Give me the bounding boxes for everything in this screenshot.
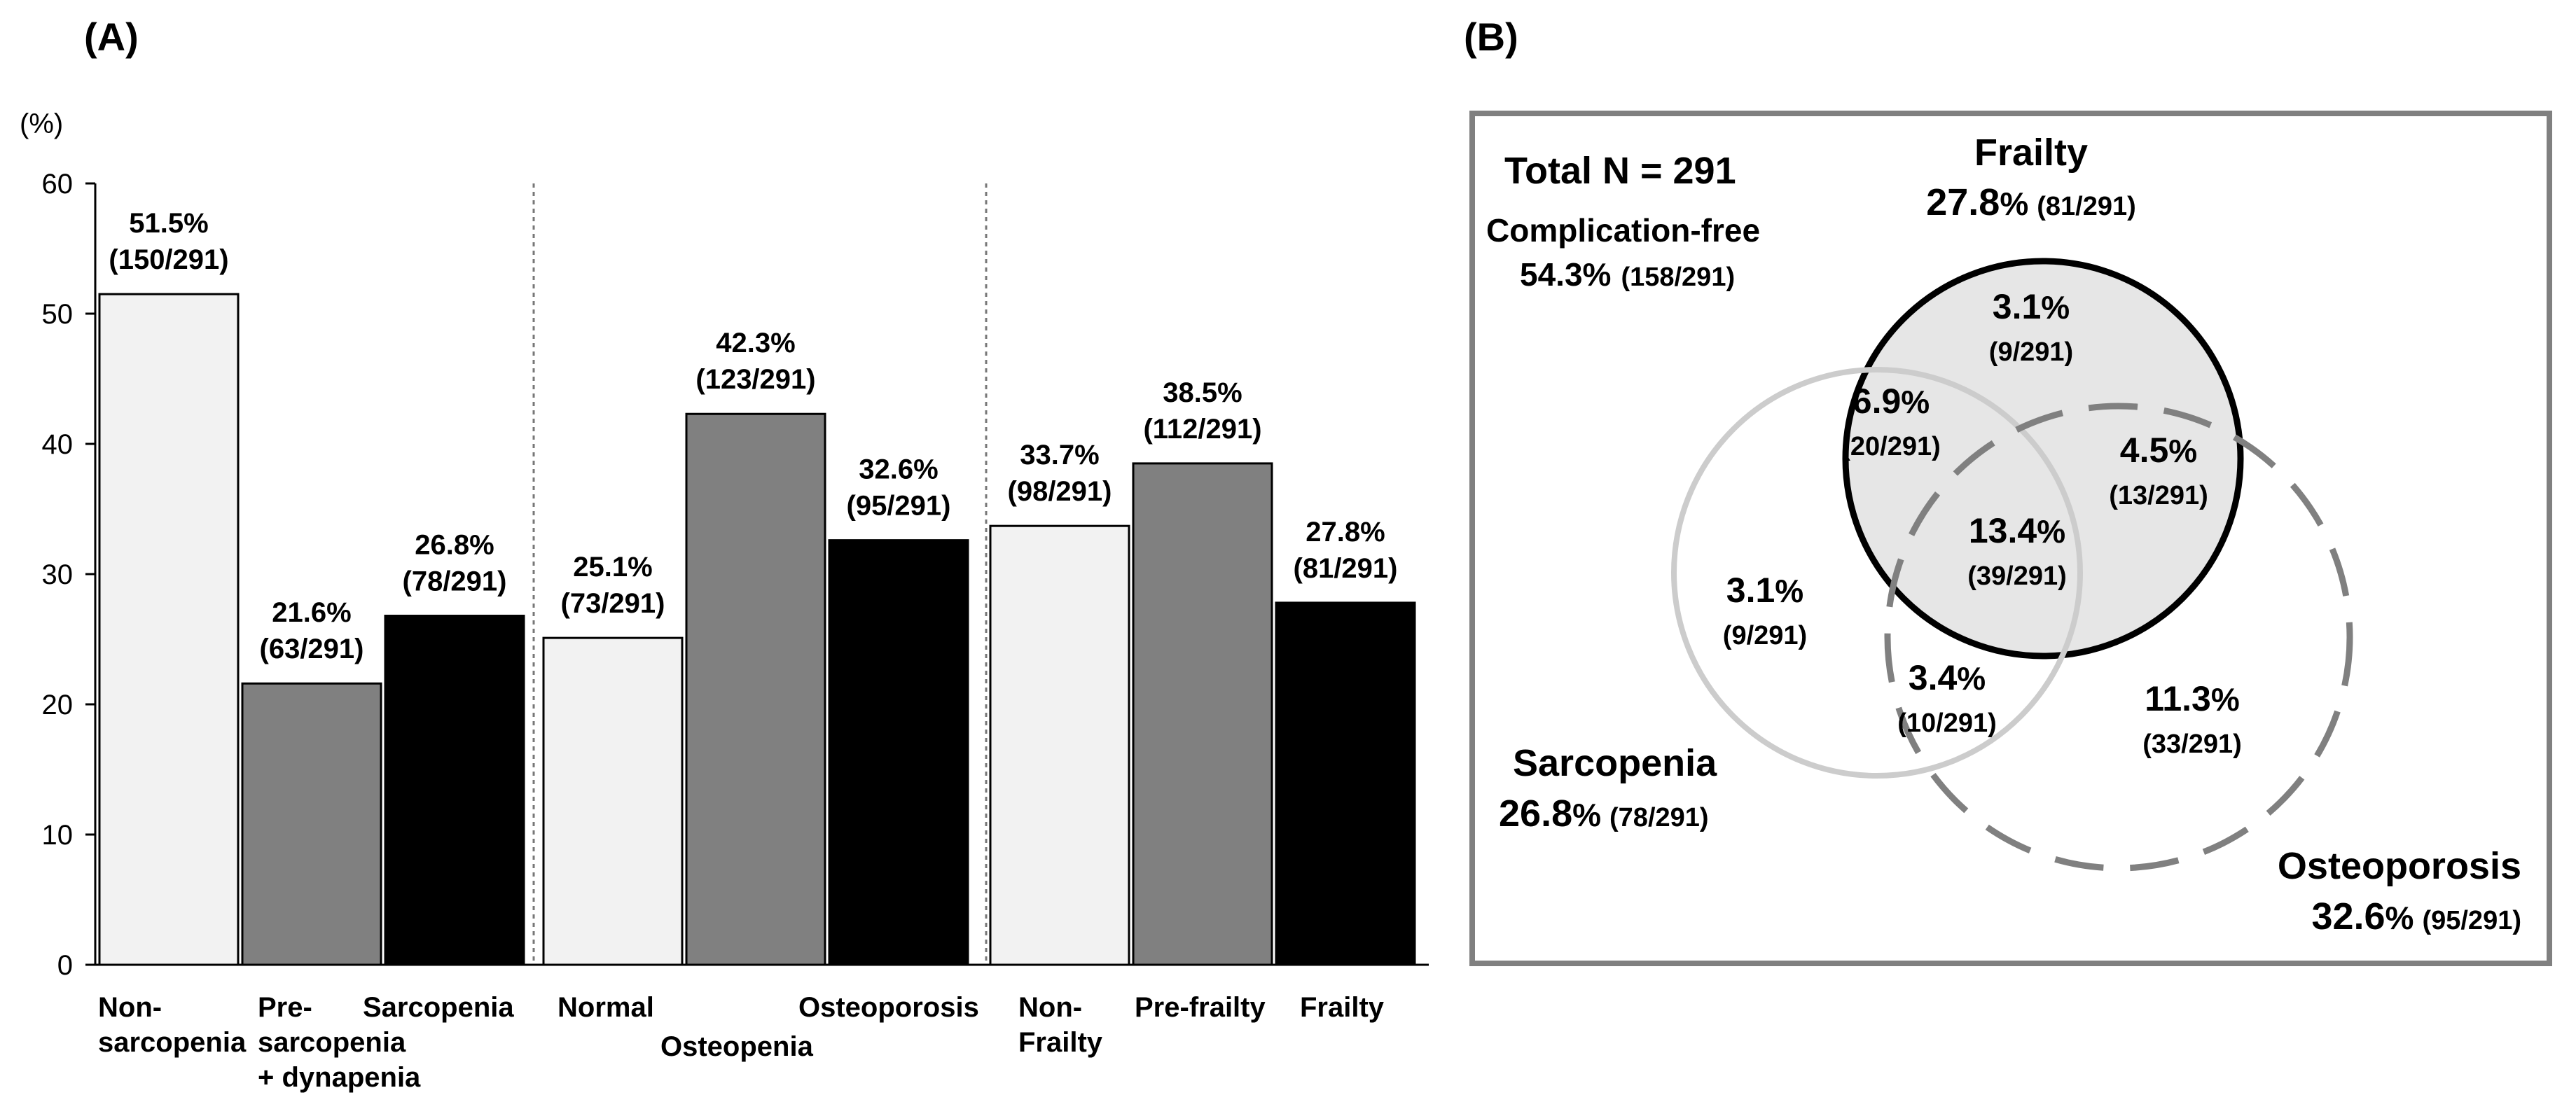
bar [384,615,525,966]
svg-text:6.9%: 6.9% [1853,382,1930,421]
bar [1132,462,1273,966]
osteoporosis-set-name: Osteoporosis [2278,845,2521,887]
category-label: Pre-frailty [1135,992,1266,1023]
category-label: Non- [1018,992,1082,1023]
category-label: Pre- [258,992,312,1023]
bar-chart-bars: 51.5% (150/291) Non-sarcopenia 21.6% (63/291… [98,208,1416,1093]
svg-text:(39/291): (39/291) [1967,562,2067,591]
svg-text:4.5%: 4.5% [2120,431,2197,470]
region-frailty-sarcopenia: 6.9% (20/291) [1841,382,1941,461]
venn-total: Total N = 291 [1504,150,1736,192]
sarcopenia-set-value: 26.8% (78/291) [1499,793,1709,835]
category-label: Frailty [1300,992,1385,1023]
svg-text:(10/291): (10/291) [1897,709,1997,738]
bar [542,636,684,966]
region-frailty-osteoporosis: 4.5% (13/291) [2109,431,2208,510]
bar-count-label: (81/291) [1294,553,1398,584]
category-label: sarcopenia [98,1027,247,1058]
category-label: Normal [558,992,654,1023]
y-tick-label: 30 [42,559,74,590]
svg-text:(33/291): (33/291) [2142,730,2242,759]
category-label: Osteopenia [660,1031,814,1062]
y-tick-label: 50 [42,299,74,330]
category-label: Frailty [1018,1027,1103,1058]
category-label: Non- [98,992,162,1023]
bar-value-label: 51.5% [129,208,208,239]
bar-value-label: 21.6% [272,597,351,628]
sarcopenia-circle [1671,367,2083,779]
venn-frame [1469,111,2552,966]
bar [98,293,240,966]
category-label: sarcopenia [258,1027,406,1058]
bar-count-label: (150/291) [109,244,228,275]
frailty-set-name: Frailty [1974,132,2088,174]
svg-text:3.4%: 3.4% [1909,658,1986,697]
category-label: + dynapenia [258,1062,421,1093]
bar-count-label: (98/291) [1008,476,1112,507]
svg-text:11.3%: 11.3% [2145,679,2239,718]
y-tick-label: 40 [42,429,74,460]
svg-text:(20/291): (20/291) [1841,432,1941,461]
complication-free-value: 54.3% (158/291) [1520,256,1735,293]
region-frailty-only: 3.1% (9/291) [1989,287,2073,367]
panel-a-label: (A) [84,15,139,59]
bar-value-label: 32.6% [859,454,938,485]
svg-text:3.1%: 3.1% [1993,287,2070,326]
panel-b-label: (B) [1464,15,1518,59]
bar-value-label: 26.8% [415,530,494,561]
region-sarcopenia-osteoporosis: 3.4% (10/291) [1897,658,1997,738]
y-tick-label: 20 [42,690,74,720]
category-label: Osteoporosis [798,992,979,1023]
frailty-set-value: 27.8% (81/291) [1926,181,2136,223]
complication-free-label: Complication-free [1486,212,1760,249]
bar [685,412,826,966]
bar-value-label: 27.8% [1306,517,1385,547]
y-axis-unit: (%) [20,109,63,139]
bar-value-label: 33.7% [1020,440,1099,470]
bar-count-label: (95/291) [847,491,951,522]
bar [241,682,382,966]
y-tick-label: 60 [42,169,74,200]
category-label: Sarcopenia [363,992,514,1023]
bar-count-label: (73/291) [561,588,665,619]
svg-text:3.1%: 3.1% [1726,571,1803,610]
y-tick-label: 10 [42,820,74,851]
bar-count-label: (78/291) [403,566,507,597]
sarcopenia-set-name: Sarcopenia [1513,742,1717,784]
bar-count-label: (123/291) [695,364,815,395]
bar-count-label: (63/291) [260,634,364,664]
svg-text:(9/291): (9/291) [1989,337,2073,367]
bar-value-label: 42.3% [716,328,795,358]
bar-value-label: 38.5% [1163,377,1242,408]
svg-text:13.4%: 13.4% [1969,511,2065,550]
svg-text:(9/291): (9/291) [1723,621,1807,650]
bar [1275,601,1416,966]
bar-value-label: 25.1% [573,552,652,583]
osteoporosis-set-value: 32.6% (95/291) [2311,895,2521,937]
region-sarcopenia-only: 3.1% (9/291) [1723,571,1807,650]
region-all-three: 13.4% (39/291) [1967,511,2067,591]
bar-count-label: (112/291) [1143,414,1261,445]
y-tick-label: 0 [57,950,73,981]
bar [828,539,969,966]
bar [989,524,1130,966]
osteoporosis-circle [1884,403,2353,872]
svg-text:(13/291): (13/291) [2109,481,2208,510]
region-osteoporosis-only: 11.3% (33/291) [2142,679,2242,759]
